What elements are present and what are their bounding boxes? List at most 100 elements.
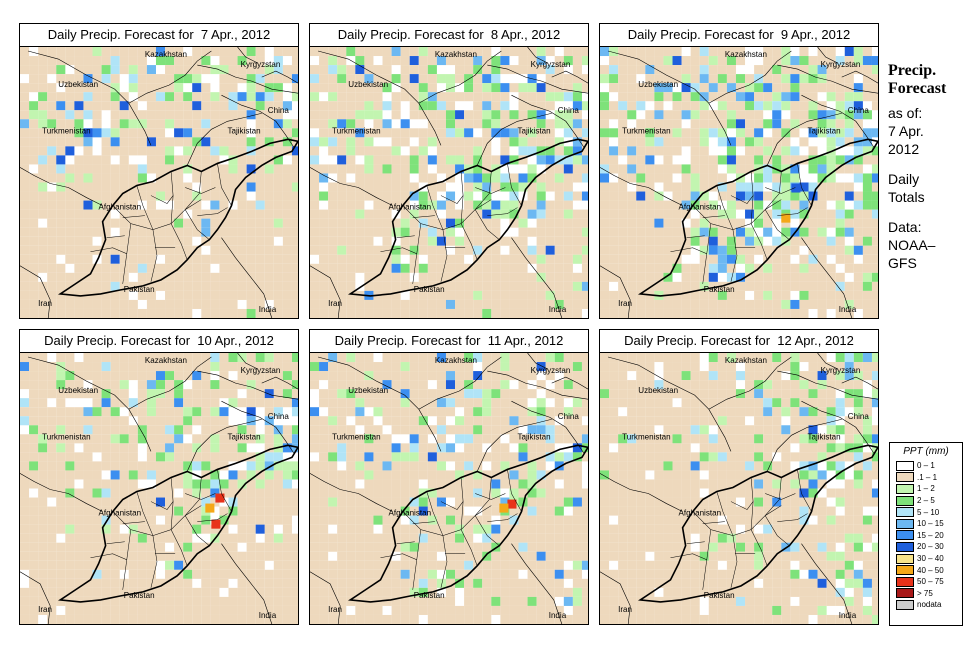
precip-cell [545, 308, 555, 318]
precip-cell [382, 182, 392, 192]
precip-cell [255, 56, 265, 66]
precip-cell [38, 128, 48, 138]
precip-cell [681, 209, 691, 219]
precip-cell [491, 479, 501, 489]
precip-cell [563, 362, 573, 372]
precip-cell [518, 290, 528, 300]
precip-cell [708, 56, 718, 66]
precip-cell [291, 218, 298, 228]
precip-cell [373, 227, 383, 237]
precip-cell [482, 227, 492, 237]
precip-cell [38, 506, 48, 516]
precip-cell [20, 83, 30, 93]
precip-cell [346, 281, 356, 291]
precip-cell [663, 209, 673, 219]
precip-cell [264, 443, 274, 453]
precip-cell [636, 164, 646, 174]
precip-cell [717, 92, 727, 102]
precip-cell [101, 587, 111, 597]
precip-cell [627, 164, 637, 174]
precip-cell [763, 407, 773, 417]
precip-cell [174, 308, 184, 318]
precip-cell [174, 443, 184, 453]
precip-cell [155, 191, 166, 201]
precip-cell [174, 218, 184, 228]
precip-cell [799, 470, 809, 480]
precip-cell [56, 209, 66, 219]
precip-cell [382, 497, 392, 507]
precip-cell [400, 614, 410, 624]
precip-cell [92, 290, 102, 300]
precip-cell [409, 254, 419, 264]
precip-cell [355, 443, 365, 453]
precip-cell [699, 200, 709, 210]
precip-cell [74, 371, 84, 381]
precip-cell [853, 407, 863, 417]
precip-cell [509, 569, 519, 579]
precip-cell [781, 119, 791, 129]
precip-cell [47, 488, 57, 498]
precip-cell [337, 74, 347, 84]
precip-cell [346, 236, 356, 246]
precip-cell [101, 173, 111, 183]
precip-cell [192, 263, 202, 273]
precip-cell [672, 146, 682, 156]
precip-cell [491, 416, 501, 426]
precip-cell [581, 263, 588, 273]
precip-cell [337, 83, 347, 93]
precip-cell [717, 182, 727, 192]
precip-cell [210, 173, 220, 183]
precip-cell [726, 371, 736, 381]
precip-cell [246, 551, 256, 561]
precip-cell [663, 452, 673, 462]
precip-cell [328, 227, 338, 237]
precip-cell [636, 155, 646, 165]
precip-cell [464, 398, 474, 408]
precip-cell [726, 137, 736, 147]
precip-cell [627, 263, 637, 273]
precip-cell [445, 263, 456, 273]
precip-cell [165, 254, 175, 264]
precip-cell [83, 434, 93, 444]
precip-cell [47, 263, 57, 273]
precip-cell [228, 254, 238, 264]
precip-cell [146, 101, 156, 111]
precip-cell [137, 65, 147, 75]
country-label-kyrgyzstan: Kyrgyzstan [241, 366, 281, 375]
precip-cell [210, 254, 220, 264]
precip-cell [781, 245, 791, 255]
precip-cell [627, 452, 637, 462]
precip-cell [47, 371, 57, 381]
precip-cell [799, 47, 809, 57]
precip-cell [337, 515, 347, 525]
precip-cell [264, 245, 274, 255]
precip-cell [645, 209, 655, 219]
precip-cell [310, 146, 320, 156]
precip-cell [455, 416, 465, 426]
precip-cell [418, 506, 428, 516]
precip-cell [328, 74, 338, 84]
precip-cell [101, 416, 111, 426]
precip-cell [455, 119, 465, 129]
precip-cell [264, 74, 274, 84]
precip-cell [20, 191, 30, 201]
precip-cell [473, 119, 483, 129]
precip-cell [373, 452, 383, 462]
precip-cell [545, 254, 555, 264]
precip-cell [110, 389, 120, 399]
precip-cell [65, 551, 75, 561]
precip-cell [745, 506, 755, 516]
precip-cell [808, 101, 818, 111]
precip-cell [273, 191, 283, 201]
precip-cell [119, 353, 129, 363]
precip-cell [319, 596, 329, 606]
precip-cell [346, 542, 356, 552]
precip-cell [110, 191, 120, 201]
precip-cell [609, 299, 619, 309]
precip-cell [563, 497, 573, 507]
precip-cell [455, 533, 465, 543]
precip-cell [581, 551, 588, 561]
precip-cell [735, 434, 746, 444]
precip-cell [799, 506, 809, 516]
precip-cell [74, 65, 84, 75]
